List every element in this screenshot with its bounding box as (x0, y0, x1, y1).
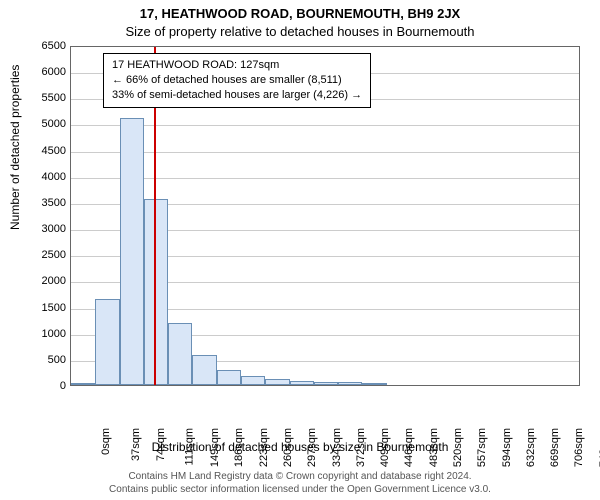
y-tick-label: 1000 (26, 328, 66, 340)
gridline (71, 125, 579, 126)
histogram-bar (192, 355, 216, 385)
y-tick-label: 500 (26, 354, 66, 366)
y-tick-label: 3500 (26, 197, 66, 209)
y-tick-label: 6000 (26, 66, 66, 78)
chart-title: 17, HEATHWOOD ROAD, BOURNEMOUTH, BH9 2JX (0, 6, 600, 21)
y-tick-label: 2500 (26, 249, 66, 261)
y-tick-label: 2000 (26, 275, 66, 287)
histogram-bar (217, 370, 241, 385)
footer-text: Contains HM Land Registry data © Crown c… (0, 470, 600, 496)
histogram-bar (95, 299, 119, 385)
gridline (71, 178, 579, 179)
y-tick-label: 3000 (26, 223, 66, 235)
gridline (71, 152, 579, 153)
histogram-bar (265, 379, 289, 385)
histogram-bar (71, 383, 95, 385)
y-tick-label: 0 (26, 380, 66, 392)
y-axis-label: Number of detached properties (8, 65, 22, 230)
x-axis-label: Distribution of detached houses by size … (0, 440, 600, 454)
histogram-bar (314, 382, 338, 385)
y-tick-label: 5500 (26, 92, 66, 104)
annotation-box: 17 HEATHWOOD ROAD: 127sqm ← 66% of detac… (103, 53, 371, 108)
y-tick-label: 6500 (26, 40, 66, 52)
annotation-line-1: 17 HEATHWOOD ROAD: 127sqm (112, 58, 362, 73)
annotation-line-2: ← 66% of detached houses are smaller (8,… (112, 73, 362, 88)
histogram-bar (290, 381, 314, 385)
y-tick-label: 5000 (26, 118, 66, 130)
histogram-bar (241, 376, 265, 385)
histogram-bar (362, 383, 386, 385)
chart-subtitle: Size of property relative to detached ho… (0, 24, 600, 39)
y-tick-label: 4500 (26, 145, 66, 157)
histogram-bar (168, 323, 192, 385)
chart-container: 17, HEATHWOOD ROAD, BOURNEMOUTH, BH9 2JX… (0, 0, 600, 500)
histogram-bar (120, 118, 144, 385)
annotation-line-3: 33% of semi-detached houses are larger (… (112, 88, 362, 103)
footer-line-2: Contains public sector information licen… (0, 483, 600, 496)
histogram-bar (338, 382, 362, 385)
plot-area: 17 HEATHWOOD ROAD: 127sqm ← 66% of detac… (70, 46, 580, 386)
y-tick-label: 1500 (26, 302, 66, 314)
y-tick-label: 4000 (26, 171, 66, 183)
footer-line-1: Contains HM Land Registry data © Crown c… (0, 470, 600, 483)
